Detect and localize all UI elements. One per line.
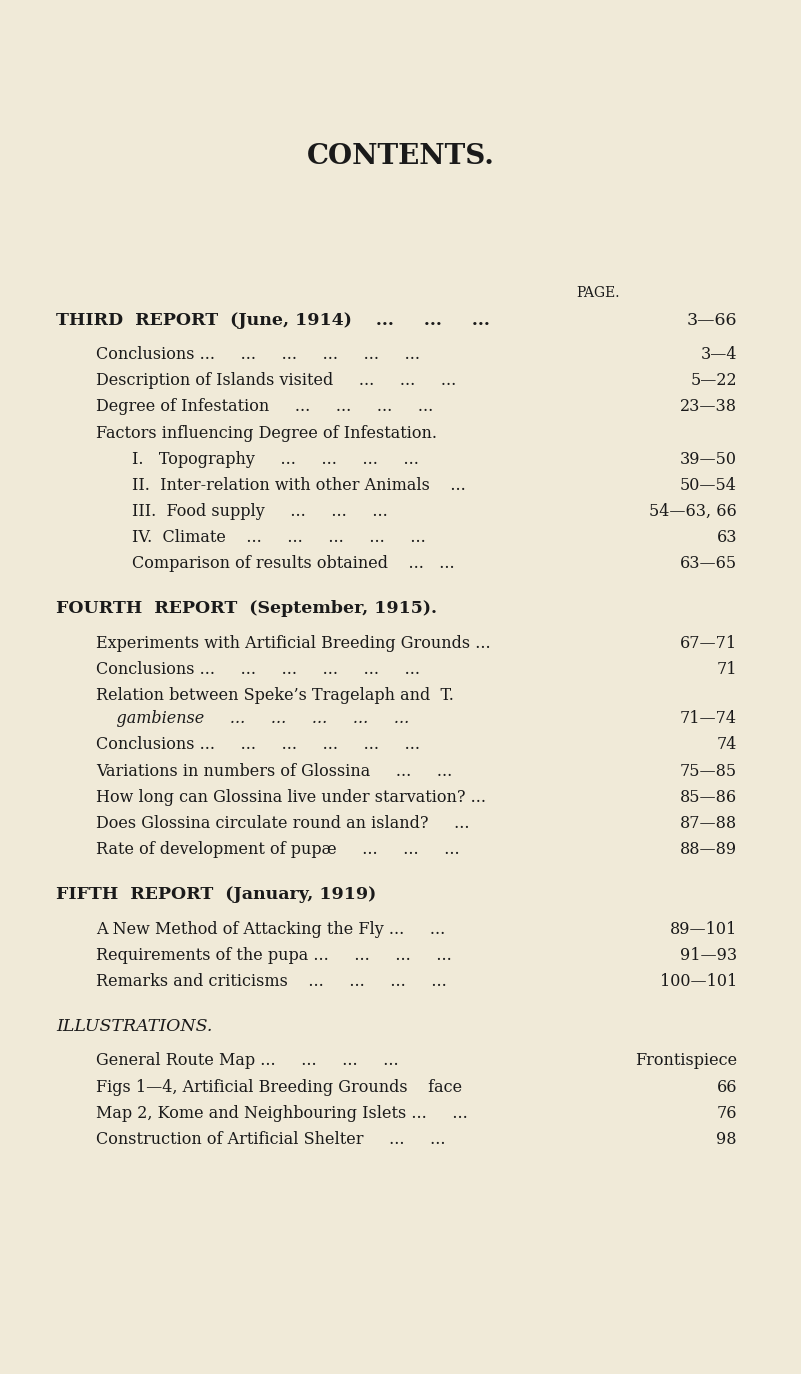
Text: 76: 76 bbox=[716, 1105, 737, 1121]
Text: Experiments with Artificial Breeding Grounds ...: Experiments with Artificial Breeding Gro… bbox=[96, 635, 491, 651]
Text: 3—4: 3—4 bbox=[700, 346, 737, 363]
Text: 63—65: 63—65 bbox=[680, 555, 737, 572]
Text: Conclusions ...     ...     ...     ...     ...     ...: Conclusions ... ... ... ... ... ... bbox=[96, 661, 420, 677]
Text: 66: 66 bbox=[716, 1079, 737, 1095]
Text: Construction of Artificial Shelter     ...     ...: Construction of Artificial Shelter ... .… bbox=[96, 1131, 445, 1147]
Text: FOURTH  REPORT  (September, 1915).: FOURTH REPORT (September, 1915). bbox=[56, 600, 437, 617]
Text: Factors influencing Degree of Infestation.: Factors influencing Degree of Infestatio… bbox=[96, 425, 437, 441]
Text: Frontispiece: Frontispiece bbox=[635, 1052, 737, 1069]
Text: Variations in numbers of Glossina     ...     ...: Variations in numbers of Glossina ... ..… bbox=[96, 763, 453, 779]
Text: gambiense     ...     ...     ...     ...     ...: gambiense ... ... ... ... ... bbox=[96, 710, 409, 727]
Text: 63: 63 bbox=[716, 529, 737, 545]
Text: THIRD  REPORT  (June, 1914)    ...     ...     ...: THIRD REPORT (June, 1914) ... ... ... bbox=[56, 312, 490, 328]
Text: Comparison of results obtained    ...   ...: Comparison of results obtained ... ... bbox=[132, 555, 455, 572]
Text: Conclusions ...     ...     ...     ...     ...     ...: Conclusions ... ... ... ... ... ... bbox=[96, 736, 420, 753]
Text: Does Glossina circulate round an island?     ...: Does Glossina circulate round an island?… bbox=[96, 815, 469, 831]
Text: 23—38: 23—38 bbox=[680, 398, 737, 415]
Text: 75—85: 75—85 bbox=[680, 763, 737, 779]
Text: 54—63, 66: 54—63, 66 bbox=[649, 503, 737, 519]
Text: Map 2, Kome and Neighbouring Islets ...     ...: Map 2, Kome and Neighbouring Islets ... … bbox=[96, 1105, 468, 1121]
Text: Requirements of the pupa ...     ...     ...     ...: Requirements of the pupa ... ... ... ... bbox=[96, 947, 452, 963]
Text: CONTENTS.: CONTENTS. bbox=[307, 143, 494, 170]
Text: Conclusions ...     ...     ...     ...     ...     ...: Conclusions ... ... ... ... ... ... bbox=[96, 346, 420, 363]
Text: 89—101: 89—101 bbox=[670, 921, 737, 937]
Text: 88—89: 88—89 bbox=[680, 841, 737, 857]
Text: 85—86: 85—86 bbox=[680, 789, 737, 805]
Text: FIFTH  REPORT  (January, 1919): FIFTH REPORT (January, 1919) bbox=[56, 886, 376, 903]
Text: Remarks and criticisms    ...     ...     ...     ...: Remarks and criticisms ... ... ... ... bbox=[96, 973, 447, 989]
Text: 91—93: 91—93 bbox=[680, 947, 737, 963]
Text: 71: 71 bbox=[716, 661, 737, 677]
Text: 3—66: 3—66 bbox=[686, 312, 737, 328]
Text: 39—50: 39—50 bbox=[680, 451, 737, 467]
Text: 74: 74 bbox=[717, 736, 737, 753]
Text: PAGE.: PAGE. bbox=[577, 286, 620, 300]
Text: Relation between Speke’s Tragelaph and  T.: Relation between Speke’s Tragelaph and T… bbox=[96, 687, 454, 703]
Text: III.  Food supply     ...     ...     ...: III. Food supply ... ... ... bbox=[132, 503, 388, 519]
Text: IV.  Climate    ...     ...     ...     ...     ...: IV. Climate ... ... ... ... ... bbox=[132, 529, 426, 545]
Text: General Route Map ...     ...     ...     ...: General Route Map ... ... ... ... bbox=[96, 1052, 399, 1069]
Text: Degree of Infestation     ...     ...     ...     ...: Degree of Infestation ... ... ... ... bbox=[96, 398, 433, 415]
Text: I.   Topography     ...     ...     ...     ...: I. Topography ... ... ... ... bbox=[132, 451, 419, 467]
Text: A New Method of Attacking the Fly ...     ...: A New Method of Attacking the Fly ... ..… bbox=[96, 921, 445, 937]
Text: 100—101: 100—101 bbox=[660, 973, 737, 989]
Text: Description of Islands visited     ...     ...     ...: Description of Islands visited ... ... .… bbox=[96, 372, 457, 389]
Text: II.  Inter-relation with other Animals    ...: II. Inter-relation with other Animals ..… bbox=[132, 477, 466, 493]
Text: 50—54: 50—54 bbox=[680, 477, 737, 493]
Text: Figs 1—4, Artificial Breeding Grounds    face: Figs 1—4, Artificial Breeding Grounds fa… bbox=[96, 1079, 462, 1095]
Text: 5—22: 5—22 bbox=[690, 372, 737, 389]
Text: ILLUSTRATIONS.: ILLUSTRATIONS. bbox=[56, 1018, 212, 1035]
Text: 98: 98 bbox=[716, 1131, 737, 1147]
Text: 71—74: 71—74 bbox=[680, 710, 737, 727]
Text: 87—88: 87—88 bbox=[680, 815, 737, 831]
Text: How long can Glossina live under starvation? ...: How long can Glossina live under starvat… bbox=[96, 789, 486, 805]
Text: 67—71: 67—71 bbox=[680, 635, 737, 651]
Text: Rate of development of pupæ     ...     ...     ...: Rate of development of pupæ ... ... ... bbox=[96, 841, 460, 857]
